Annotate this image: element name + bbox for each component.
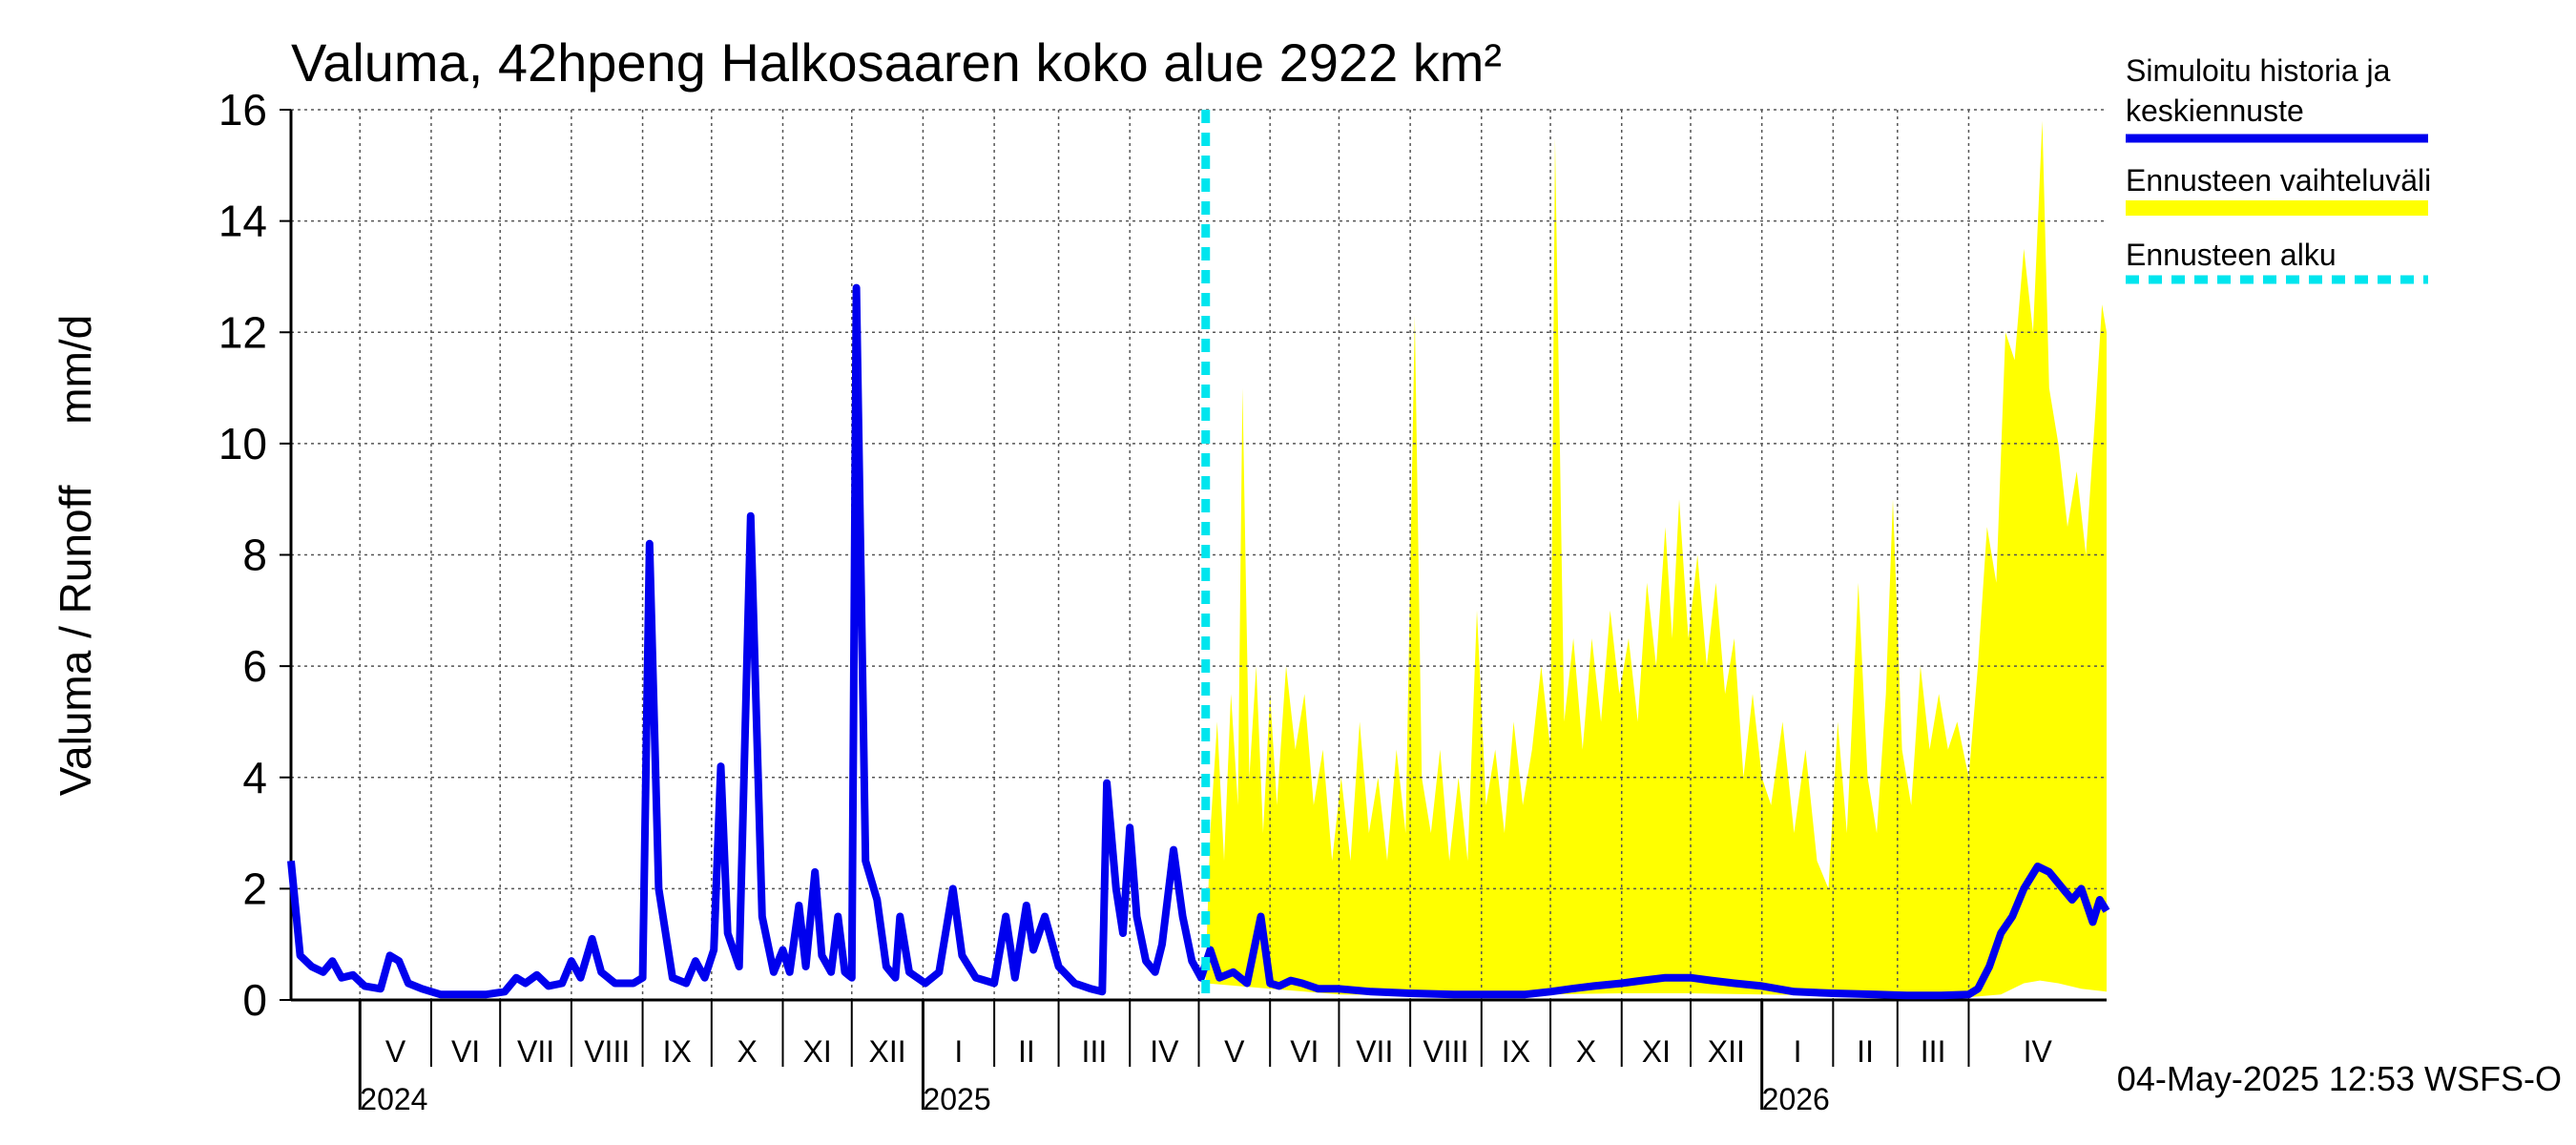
month-label: XII: [869, 1034, 906, 1069]
timestamp-label: 04-May-2025 12:53 WSFS-O: [2117, 1059, 2562, 1098]
month-label: XII: [1708, 1034, 1745, 1069]
month-label: X: [737, 1034, 757, 1069]
y-tick-label: 14: [218, 197, 267, 246]
month-label: II: [1857, 1034, 1874, 1069]
chart-title: Valuma, 42hpeng Halkosaaren koko alue 29…: [291, 32, 1502, 93]
month-label: IX: [1502, 1034, 1530, 1069]
year-label: 2026: [1762, 1082, 1830, 1116]
month-label: V: [385, 1034, 406, 1069]
y-tick-label: 4: [242, 753, 267, 802]
legend: Simuloitu historia ja keskiennuste Ennuste…: [2126, 53, 2431, 284]
month-label: VII: [1356, 1034, 1393, 1069]
y-axis-label: Valuma / Runoff mm/d: [51, 315, 100, 797]
month-label: VIII: [584, 1034, 630, 1069]
month-label: II: [1018, 1034, 1035, 1069]
y-tick-label: 10: [218, 419, 267, 468]
y-tick-label: 16: [218, 85, 267, 135]
year-label: 2024: [360, 1082, 427, 1116]
month-label: VI: [451, 1034, 480, 1069]
month-label: IV: [1150, 1034, 1179, 1069]
y-tick-label: 0: [242, 975, 267, 1025]
month-label: IX: [663, 1034, 692, 1069]
legend-swatch-range: [2126, 200, 2428, 216]
month-label: VII: [517, 1034, 554, 1069]
legend-label-simulated: keskiennuste: [2126, 94, 2304, 128]
month-label: VIII: [1423, 1034, 1468, 1069]
y-tick-label: 2: [242, 864, 267, 913]
year-label: 2025: [923, 1082, 990, 1116]
month-label: IV: [2024, 1034, 2053, 1069]
y-tick-label: 6: [242, 641, 267, 691]
month-label: I: [1794, 1034, 1802, 1069]
month-label: III: [1082, 1034, 1108, 1069]
simulated-runoff-line: [287, 283, 2110, 1000]
legend-label-simulated: Simuloitu historia ja: [2126, 53, 2391, 88]
month-label: V: [1224, 1034, 1245, 1069]
month-label: VI: [1290, 1034, 1319, 1069]
month-label: III: [1921, 1034, 1946, 1069]
month-label: X: [1576, 1034, 1596, 1069]
month-label: I: [954, 1034, 963, 1069]
y-tick-label: 12: [218, 307, 267, 357]
month-label: XI: [1642, 1034, 1671, 1069]
y-tick-label: 8: [242, 531, 267, 580]
legend-label-forecast-start: Ennusteen alku: [2126, 238, 2337, 272]
month-label: XI: [803, 1034, 832, 1069]
legend-label-range: Ennusteen vaihteluväli: [2126, 163, 2431, 198]
